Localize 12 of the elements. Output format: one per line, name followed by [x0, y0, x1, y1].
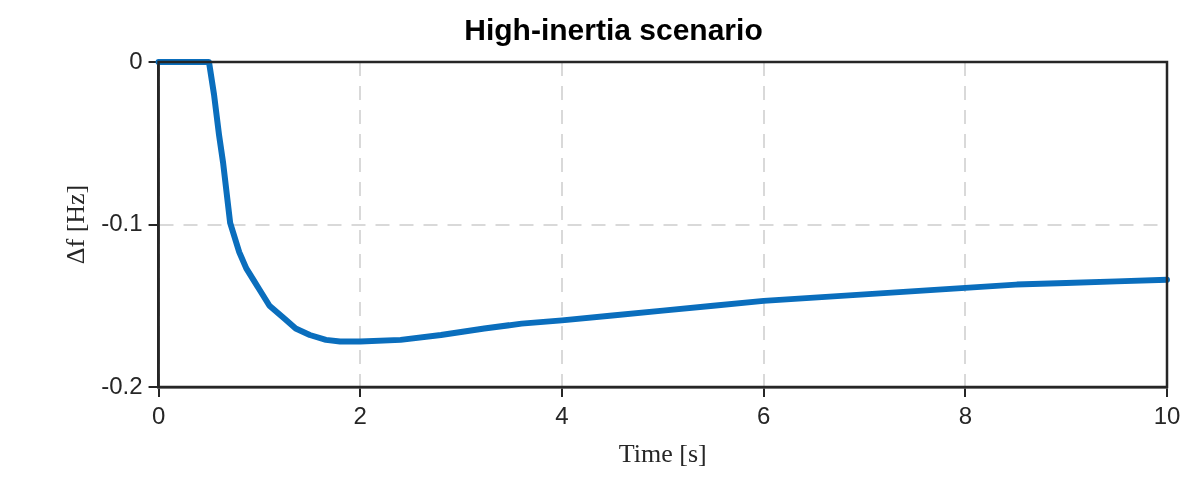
x-tick-label: 4	[555, 402, 569, 430]
x-tick-label: 10	[1153, 402, 1181, 430]
x-axis-title: Time [s]	[618, 439, 707, 469]
y-axis-title: Δf [Hz]	[61, 184, 91, 265]
y-tick-label: -0.1	[101, 209, 143, 237]
x-tick-label: 8	[958, 402, 972, 430]
x-tick-label: 6	[756, 402, 771, 430]
chart-title: High-inertia scenario	[464, 13, 763, 47]
y-tick-label: 0	[129, 46, 143, 74]
x-tick-label: 2	[353, 402, 367, 430]
y-tick-label: -0.2	[101, 371, 143, 399]
x-tick-label: 0	[151, 402, 166, 430]
